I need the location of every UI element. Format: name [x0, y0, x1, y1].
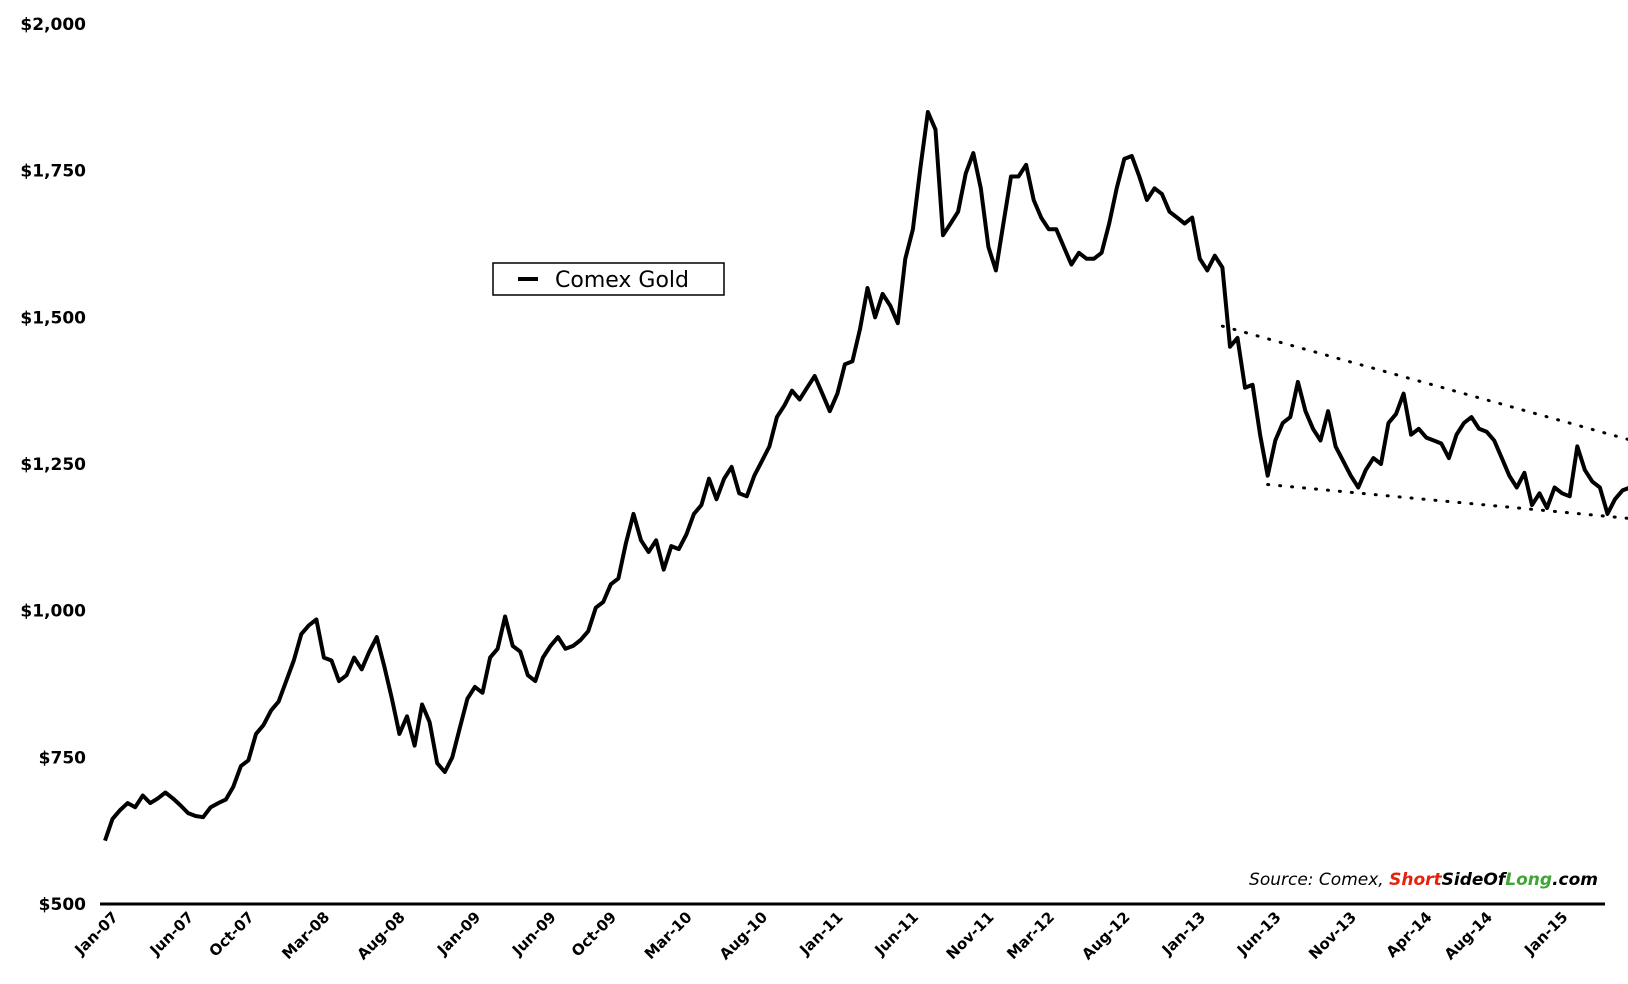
x-tick-label: Jan-09: [433, 908, 484, 959]
lower-trendline: [1266, 483, 1628, 520]
x-tick-label: Aug-14: [1441, 908, 1496, 963]
x-tick-label: Jun-11: [870, 908, 922, 960]
trendlines: [1220, 324, 1628, 520]
x-tick-label: Mar-08: [278, 908, 333, 963]
x-tick-label: Apr-14: [1383, 908, 1436, 961]
y-tick-label: $2,000: [20, 15, 86, 35]
y-tick-label: $1,000: [20, 602, 86, 622]
source-prefix: Source: Comex,: [1249, 870, 1389, 890]
x-tick-label: Nov-13: [1305, 908, 1360, 963]
y-tick-label: $750: [39, 748, 86, 768]
source-suffix: .com: [1552, 870, 1598, 890]
x-tick-label: Jan-11: [795, 908, 846, 959]
legend-label: Comex Gold: [555, 268, 689, 293]
x-tick-label: Jan-07: [71, 908, 122, 959]
x-tick-label: Oct-09: [568, 908, 620, 960]
x-tick-label: Aug-12: [1078, 908, 1133, 963]
x-tick-label: Jan-13: [1158, 908, 1209, 959]
legend: Comex Gold: [492, 262, 725, 296]
upper-trendline: [1220, 324, 1628, 441]
x-tick-label: Nov-11: [943, 908, 998, 963]
y-axis-ticks: $500 $750 $1,000 $1,250 $1,500 $1,750 $2,000: [20, 15, 86, 915]
y-tick-label: $500: [39, 895, 86, 915]
y-tick-label: $1,500: [20, 308, 86, 328]
series-line-comex-gold: [103, 110, 1628, 842]
x-tick-label: Aug-08: [353, 908, 408, 963]
x-tick-label: Jun-09: [508, 908, 560, 960]
x-tick-label: Aug-10: [716, 908, 771, 963]
y-tick-label: $1,750: [20, 162, 86, 182]
source-long: Long: [1505, 870, 1552, 890]
x-tick-label: Jan-15: [1520, 908, 1571, 959]
x-tick-label: Mar-10: [641, 908, 696, 963]
y-tick-label: $1,250: [20, 455, 86, 475]
source-side-of: SideOf: [1442, 870, 1508, 890]
x-tick-label: Oct-07: [205, 908, 257, 960]
x-tick-label: Jun-07: [146, 908, 198, 960]
x-tick-label: Mar-12: [1003, 908, 1058, 963]
source-short: Short: [1389, 870, 1442, 890]
source-credit: Source: Comex, ShortSideOfLong.com: [1249, 870, 1598, 890]
x-axis-ticks: Jan-07 Jun-07 Oct-07 Mar-08 Aug-08 Jan-09 Jun-…: [71, 908, 1572, 963]
x-tick-label: Jun-13: [1233, 908, 1285, 960]
